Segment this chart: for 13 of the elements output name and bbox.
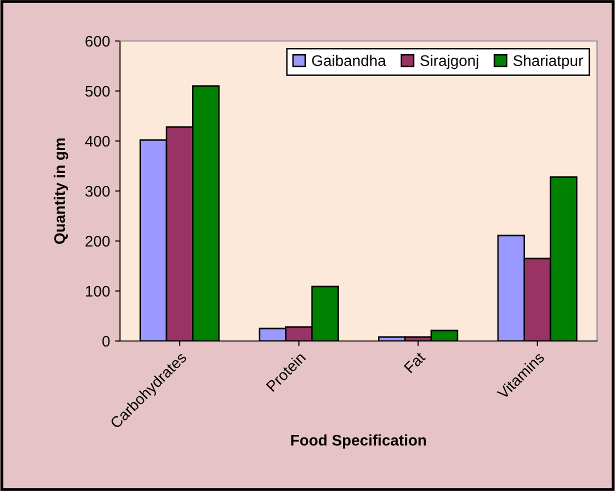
- y-tick-label: 100: [86, 286, 110, 297]
- y-tick-label: 200: [86, 236, 110, 247]
- y-tick-label: 300: [85, 186, 110, 197]
- legend-label: Sirajgonj: [420, 54, 478, 70]
- x-axis-title: Food Specification: [291, 434, 426, 449]
- y-tick-label: 500: [85, 86, 110, 97]
- legend-label: Shariatpur: [513, 54, 583, 70]
- x-tick-label: Fat: [404, 351, 426, 374]
- y-axis-title: Quantity in gm: [54, 138, 68, 244]
- legend-label: Gaibandha: [312, 54, 386, 66]
- y-tick-label: 600: [86, 36, 110, 47]
- y-tick-label: 0: [102, 336, 110, 347]
- y-tick-label: 400: [85, 136, 110, 147]
